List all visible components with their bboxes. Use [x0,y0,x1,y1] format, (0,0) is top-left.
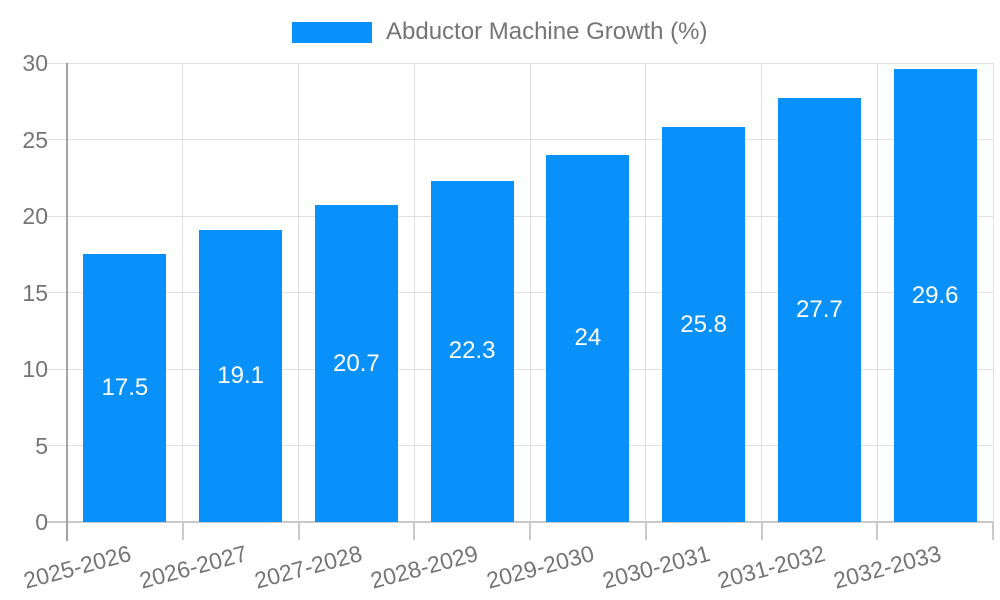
legend-swatch [292,21,372,43]
y-tick-label: 10 [22,356,48,382]
gridline-vertical [876,63,878,522]
bar-value-label: 25.8 [680,310,727,338]
bar-value-label: 22.3 [448,337,496,365]
gridline-vertical [529,63,531,522]
gridline-horizontal [47,292,993,293]
bar-value-label: 19.1 [217,361,264,389]
x-tick-mark [992,522,994,540]
gridline-horizontal [47,215,993,217]
x-tick-mark [876,522,879,540]
legend-item[interactable]: Abductor Machine Growth (%) [292,20,707,44]
x-axis-line [47,521,993,523]
bar: 20.7 [314,205,398,522]
gridline-vertical [645,63,647,522]
y-axis-line [66,63,68,541]
gridline-vertical [761,63,762,522]
bar-value-label: 24 [574,324,602,352]
bar-value-label: 29.6 [911,281,959,309]
y-tick-label: 20 [22,203,48,229]
bar-value-label: 17.5 [101,374,149,402]
bar: 24 [546,154,630,522]
legend-label: Abductor Machine Growth (%) [386,18,708,45]
x-tick-mark [760,522,763,540]
y-tick-label: 5 [35,432,48,459]
x-tick-mark [529,522,531,540]
bar: 22.3 [430,180,514,522]
bar: 27.7 [777,98,861,522]
bar: 25.8 [662,127,746,522]
gridline-horizontal [47,368,993,370]
x-tick-mark [297,522,300,540]
gridline-vertical [298,63,299,522]
y-tick-label: 0 [35,509,48,535]
gridline-horizontal [47,139,993,140]
x-tick-mark [413,522,416,540]
bar-value-label: 27.7 [796,296,843,324]
x-tick-mark [181,522,184,540]
gridline-horizontal [47,445,993,446]
gridline-horizontal [47,62,993,64]
y-tick-label: 30 [22,50,48,76]
gridline-vertical [413,63,415,522]
gridline-vertical [182,63,184,522]
x-tick-mark [644,522,647,540]
y-tick-label: 25 [22,126,48,153]
bar: 19.1 [199,229,283,522]
bar: 17.5 [83,254,167,522]
bar-value-label: 20.7 [333,349,380,377]
y-tick-label: 15 [22,279,48,306]
gridline-vertical [992,63,994,522]
bar: 29.6 [893,69,977,522]
plot-area: 17.5 19.1 20.7 22.3 24 25.8 27.7 29.6 [47,62,994,541]
